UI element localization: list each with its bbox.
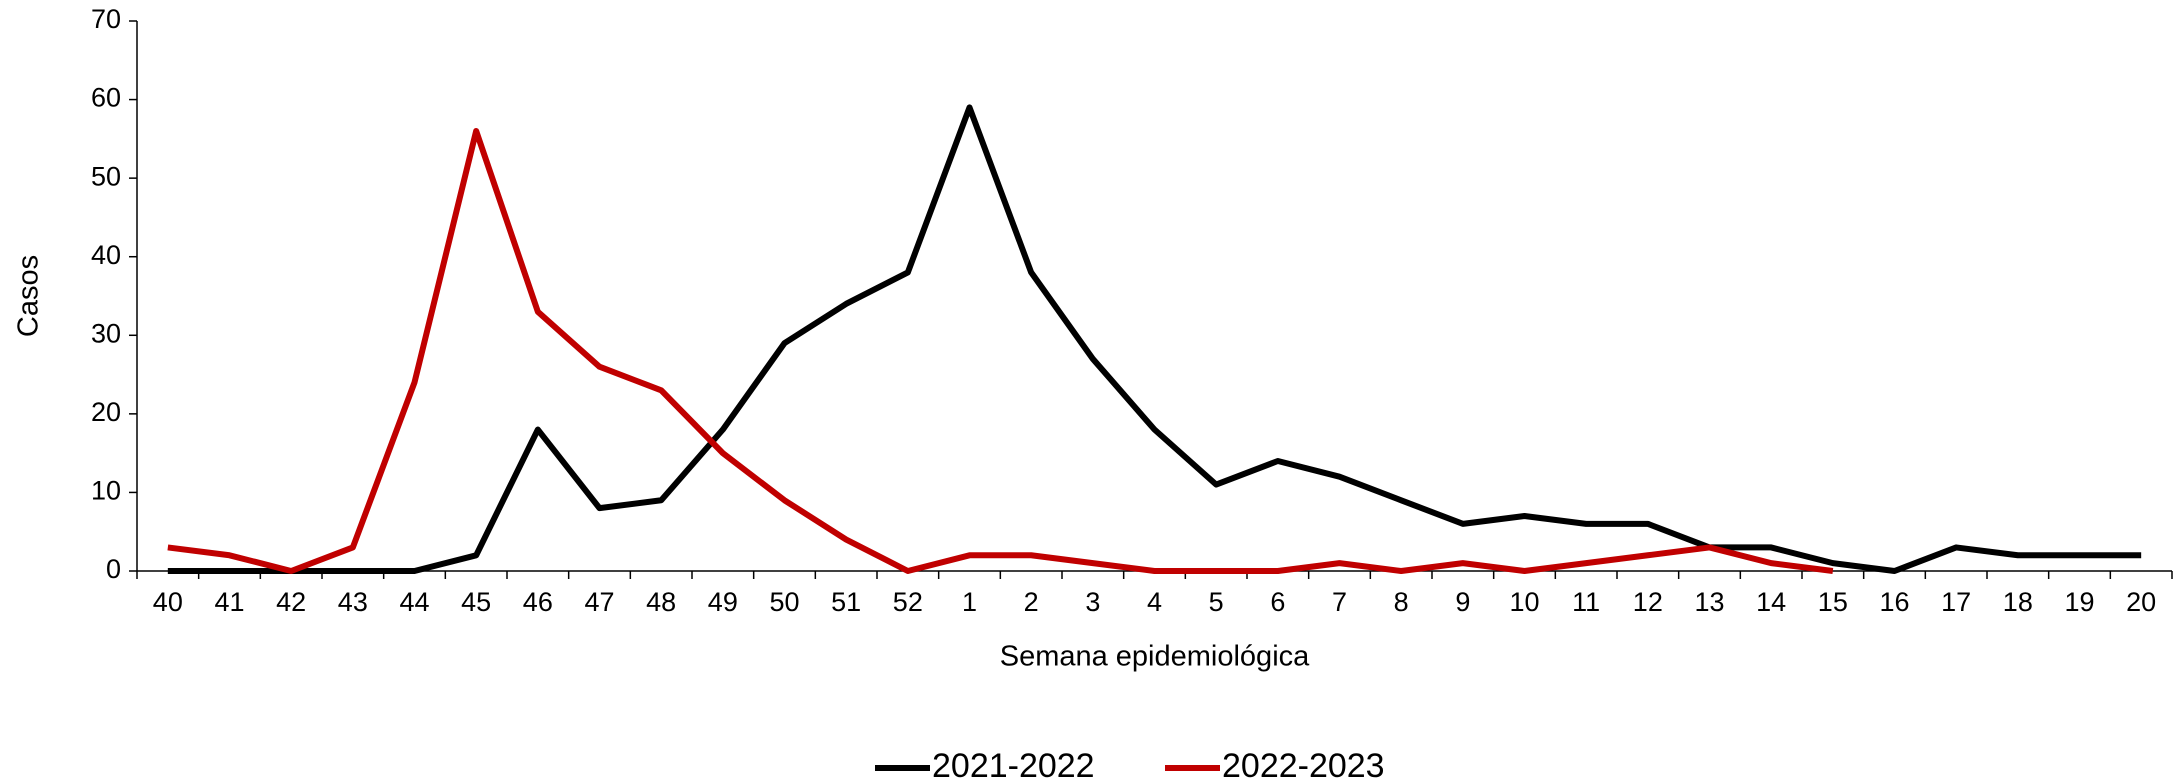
x-tick-label: 50	[769, 587, 799, 617]
legend-label: 2021-2022	[932, 747, 1095, 784]
series-line	[167, 128, 1834, 574]
x-tick-label: 52	[893, 587, 923, 617]
x-tick-label: 11	[1572, 587, 1600, 617]
x-tick-label: 47	[584, 587, 614, 617]
x-tick-label: 13	[1694, 587, 1724, 617]
x-tick-label: 12	[1633, 587, 1663, 617]
x-tick-label: 51	[831, 587, 861, 617]
x-tick-label: 5	[1209, 587, 1224, 617]
x-axis-title: Semana epidemiológica	[1000, 641, 1310, 673]
x-tick-label: 45	[461, 587, 491, 617]
x-tick-label: 40	[153, 587, 183, 617]
x-tick-label: 8	[1394, 587, 1409, 617]
y-tick-label: 20	[91, 397, 121, 427]
x-tick-label: 44	[399, 587, 429, 617]
x-tick-label: 9	[1455, 587, 1470, 617]
x-tick-label: 19	[2064, 587, 2094, 617]
x-tick-label: 41	[214, 587, 244, 617]
x-tick-label: 15	[1818, 587, 1848, 617]
x-tick-label: 6	[1270, 587, 1285, 617]
legend-label: 2022-2023	[1222, 747, 1385, 784]
x-tick-label: 10	[1509, 587, 1539, 617]
x-tick-label: 49	[708, 587, 738, 617]
x-tick-label: 1	[962, 587, 977, 617]
y-tick-label: 0	[106, 554, 121, 584]
x-tick-label: 3	[1085, 587, 1100, 617]
x-tick-label: 46	[523, 587, 553, 617]
x-tick-label: 43	[338, 587, 368, 617]
y-tick-label: 50	[91, 161, 121, 191]
x-tick-label: 48	[646, 587, 676, 617]
y-tick-label: 60	[91, 83, 121, 113]
y-tick-label: 40	[91, 240, 121, 270]
x-tick-label: 16	[1879, 587, 1909, 617]
x-tick-label: 2	[1024, 587, 1039, 617]
x-tick-label: 17	[1941, 587, 1971, 617]
x-tick-label: 20	[2126, 587, 2156, 617]
x-tick-label: 7	[1332, 587, 1347, 617]
x-tick-label: 4	[1147, 587, 1162, 617]
y-tick-label: 70	[91, 4, 121, 34]
x-tick-label: 42	[276, 587, 306, 617]
x-tick-label: 18	[2003, 587, 2033, 617]
y-axis-title: Casos	[13, 255, 45, 337]
y-tick-label: 10	[91, 476, 121, 506]
x-tick-label: 14	[1756, 587, 1786, 617]
y-tick-label: 30	[91, 318, 121, 348]
series-line	[167, 104, 2142, 574]
